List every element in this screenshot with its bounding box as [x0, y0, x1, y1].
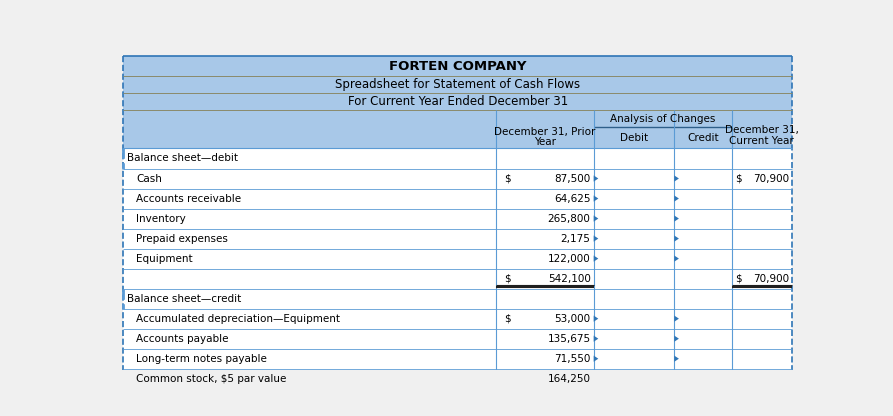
Text: 70,900: 70,900	[753, 274, 789, 284]
Polygon shape	[594, 215, 598, 222]
Text: 87,500: 87,500	[555, 173, 590, 183]
Bar	[123, 269, 792, 289]
Bar	[123, 188, 792, 208]
Polygon shape	[674, 235, 679, 242]
Polygon shape	[594, 356, 598, 362]
Text: Spreadsheet for Statement of Cash Flows: Spreadsheet for Statement of Cash Flows	[335, 78, 580, 91]
Text: Credit: Credit	[687, 133, 719, 143]
Text: Current Year: Current Year	[730, 136, 794, 146]
Text: Common stock, $5 par value: Common stock, $5 par value	[137, 374, 287, 384]
Bar	[123, 289, 792, 309]
Text: Inventory: Inventory	[137, 213, 186, 223]
Bar	[123, 168, 792, 188]
Text: Analysis of Changes: Analysis of Changes	[610, 114, 715, 124]
Text: Cash: Cash	[137, 173, 163, 183]
Text: Accounts receivable: Accounts receivable	[137, 193, 241, 203]
Text: Balance sheet—debit: Balance sheet—debit	[127, 154, 238, 163]
Text: 164,250: 164,250	[547, 374, 590, 384]
Polygon shape	[594, 235, 598, 242]
Text: December 31, Prior: December 31, Prior	[494, 126, 596, 136]
Bar	[123, 93, 792, 110]
Bar	[123, 208, 792, 228]
Bar	[123, 228, 792, 249]
Text: December 31,: December 31,	[725, 125, 798, 135]
Polygon shape	[674, 336, 679, 342]
Bar	[123, 56, 792, 76]
Text: $: $	[504, 274, 511, 284]
Text: $: $	[736, 173, 742, 183]
Text: Prepaid expenses: Prepaid expenses	[137, 233, 229, 244]
Text: 542,100: 542,100	[547, 274, 590, 284]
Polygon shape	[674, 376, 679, 382]
Text: 53,000: 53,000	[555, 314, 590, 324]
Polygon shape	[674, 176, 679, 182]
Bar	[123, 329, 792, 349]
Polygon shape	[594, 176, 598, 182]
Text: 70,900: 70,900	[753, 173, 789, 183]
Polygon shape	[674, 196, 679, 202]
Text: Year: Year	[534, 137, 555, 147]
Polygon shape	[594, 196, 598, 202]
Bar	[123, 110, 792, 149]
Text: 135,675: 135,675	[547, 334, 590, 344]
Polygon shape	[594, 316, 598, 322]
Text: Equipment: Equipment	[137, 254, 193, 264]
Text: $: $	[736, 274, 742, 284]
Polygon shape	[594, 376, 598, 382]
Text: Balance sheet—credit: Balance sheet—credit	[127, 294, 241, 304]
Bar	[123, 349, 792, 369]
Text: 122,000: 122,000	[547, 254, 590, 264]
Polygon shape	[674, 215, 679, 222]
Bar	[123, 249, 792, 269]
Polygon shape	[594, 336, 598, 342]
Text: 2,175: 2,175	[561, 233, 590, 244]
Bar	[123, 76, 792, 93]
Bar	[123, 369, 792, 389]
Bar	[123, 149, 792, 168]
Text: Accumulated depreciation—Equipment: Accumulated depreciation—Equipment	[137, 314, 340, 324]
Text: 71,550: 71,550	[555, 354, 590, 364]
Polygon shape	[594, 255, 598, 262]
Text: 265,800: 265,800	[547, 213, 590, 223]
Text: Accounts payable: Accounts payable	[137, 334, 229, 344]
Text: $: $	[504, 314, 511, 324]
Text: $: $	[504, 173, 511, 183]
Text: 64,625: 64,625	[554, 193, 590, 203]
Text: Debit: Debit	[620, 133, 648, 143]
Text: Long-term notes payable: Long-term notes payable	[137, 354, 267, 364]
Text: For Current Year Ended December 31: For Current Year Ended December 31	[347, 95, 568, 108]
Polygon shape	[674, 255, 679, 262]
Text: FORTEN COMPANY: FORTEN COMPANY	[389, 59, 526, 72]
Polygon shape	[674, 356, 679, 362]
Polygon shape	[674, 316, 679, 322]
Bar	[123, 309, 792, 329]
